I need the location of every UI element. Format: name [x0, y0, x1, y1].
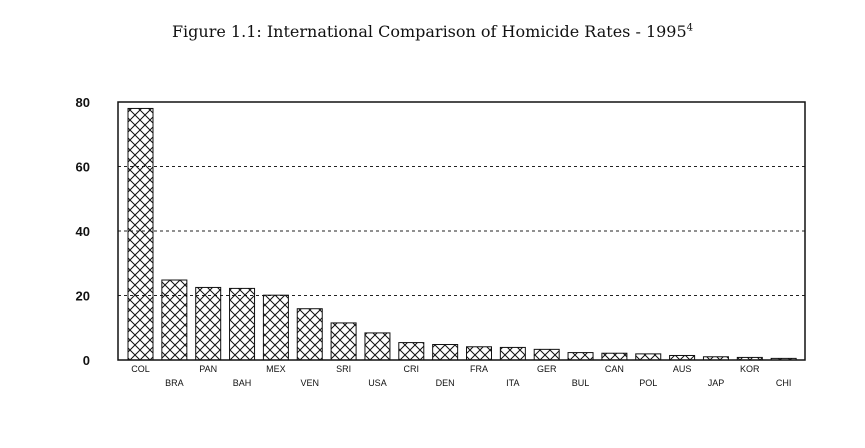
- x-tick-label: JAP: [708, 378, 725, 388]
- x-tick-label: AUS: [673, 364, 692, 374]
- bar-pan: [195, 286, 222, 361]
- x-tick-label: CHI: [776, 378, 792, 388]
- bar-usa: [364, 332, 391, 361]
- x-tick-label: USA: [368, 378, 387, 388]
- y-tick-label: 20: [76, 289, 90, 304]
- plot-frame: [117, 101, 806, 361]
- chart-title: Figure 1.1: International Comparison of …: [0, 22, 865, 41]
- bars: [127, 107, 797, 361]
- x-tick-label: ITA: [506, 378, 519, 388]
- y-tick-labels: 0 20 40 60 80: [76, 95, 90, 368]
- axes: [117, 101, 806, 361]
- bar-bra: [161, 279, 188, 361]
- bar-col: [127, 107, 154, 361]
- bar-den: [432, 344, 459, 361]
- bar-sri: [330, 322, 357, 361]
- bar-cri: [398, 342, 425, 361]
- x-tick-label: PAN: [199, 364, 217, 374]
- y-tick-label: 60: [76, 160, 90, 175]
- x-tick-label: CRI: [404, 364, 420, 374]
- x-tick-label: SRI: [336, 364, 351, 374]
- x-tick-label: COL: [131, 364, 150, 374]
- bar-can: [601, 352, 628, 361]
- bar-bul: [567, 352, 594, 361]
- x-tick-label: GER: [537, 364, 557, 374]
- title-footnote: 4: [686, 22, 694, 34]
- x-tick-label: KOR: [740, 364, 760, 374]
- bar-pol: [635, 353, 662, 361]
- chart-title-text: Figure 1.1: International Comparison of …: [171, 22, 687, 41]
- x-tick-label: MEX: [266, 364, 286, 374]
- y-tick-label: 40: [76, 224, 90, 239]
- x-tick-label: POL: [639, 378, 657, 388]
- y-tick-label: 80: [76, 95, 90, 110]
- bar-ven: [296, 308, 323, 361]
- bar-ita: [499, 346, 526, 361]
- x-tick-label: FRA: [470, 364, 488, 374]
- bar-ger: [533, 348, 560, 361]
- gridlines: [118, 166, 805, 296]
- x-tick-labels: COL BRA PAN BAH MEX VEN SRI USA CRI DEN FRA ITA GER B…: [131, 364, 791, 388]
- x-tick-label: VEN: [300, 378, 319, 388]
- x-tick-label: DEN: [436, 378, 455, 388]
- bar-mex: [262, 294, 289, 361]
- x-tick-label: CAN: [605, 364, 624, 374]
- x-tick-label: BUL: [572, 378, 590, 388]
- bar-fra: [466, 346, 492, 361]
- y-tick-label: 0: [83, 353, 90, 368]
- x-tick-label: BAH: [233, 378, 252, 388]
- bar-bah: [229, 287, 256, 361]
- x-tick-label: BRA: [165, 378, 184, 388]
